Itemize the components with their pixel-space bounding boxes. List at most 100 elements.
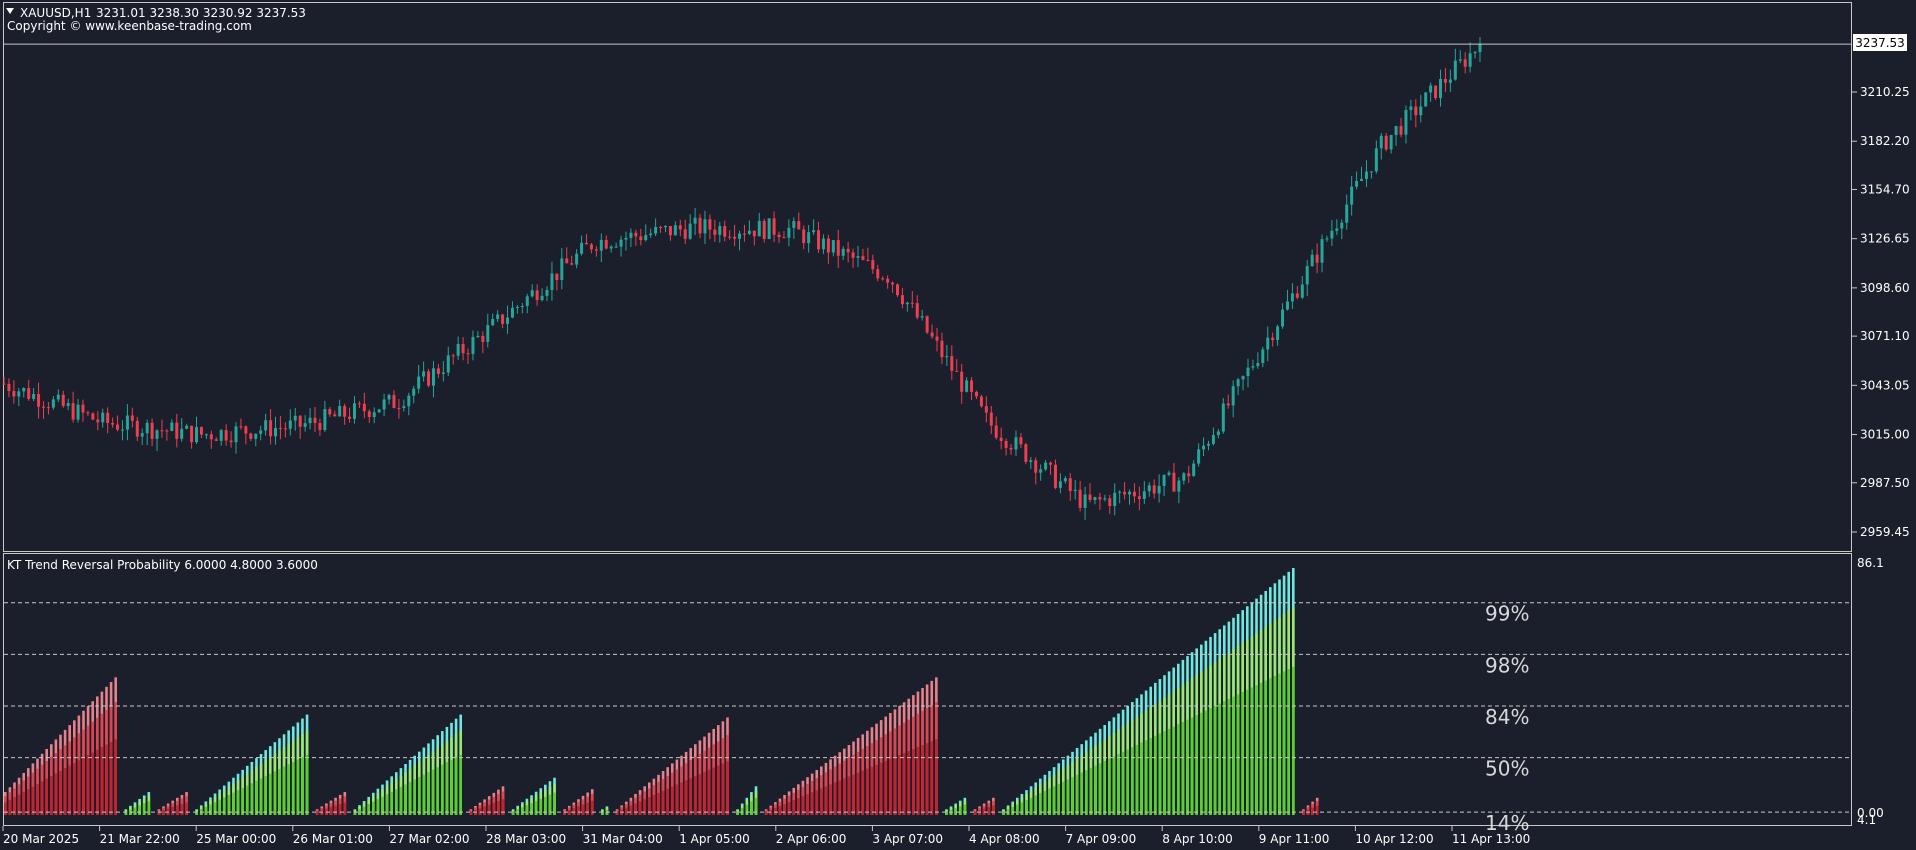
indicator-bar-base	[343, 802, 347, 815]
candle-body	[1063, 478, 1067, 482]
candle-body	[575, 253, 579, 265]
price-tick-label: 3015.00	[1860, 428, 1910, 442]
candle-body	[1295, 293, 1299, 298]
candle-body	[1310, 254, 1314, 267]
candle-body	[1439, 78, 1443, 99]
candle-body	[940, 340, 944, 358]
indicator-bar-base	[142, 803, 146, 815]
candle-body	[688, 223, 692, 239]
indicator-bar-base	[8, 799, 12, 815]
indicator-bar-base	[124, 811, 128, 815]
indicator-bar-base	[185, 802, 188, 815]
candle-body	[535, 290, 539, 301]
indicator-bar-base	[907, 751, 911, 815]
candle-body	[66, 403, 70, 406]
candle-body	[427, 371, 431, 386]
candle-body	[101, 412, 105, 423]
indicator-bar-base	[736, 811, 739, 815]
candle-body	[1206, 443, 1210, 446]
indicator-bar-base	[1052, 786, 1056, 815]
indicator-bar-base	[1255, 685, 1258, 815]
candle-body	[1251, 366, 1255, 368]
candle-body	[239, 426, 243, 428]
candle-body	[466, 353, 470, 355]
indicator-bar-base	[245, 785, 249, 815]
candle-body	[767, 218, 771, 239]
indicator-bar-base	[671, 786, 674, 815]
indicator-bar-base	[213, 802, 217, 815]
candle-body	[1098, 497, 1102, 500]
candle-body	[891, 282, 895, 285]
indicator-bar-base	[268, 773, 272, 815]
candle-body	[1049, 462, 1053, 465]
candle-body	[229, 440, 233, 443]
indicator-bar-base	[544, 796, 547, 815]
indicator-bar-base	[31, 786, 35, 815]
indicator-bar-base	[147, 801, 151, 815]
candle-body	[604, 239, 608, 249]
candle-body	[224, 430, 228, 441]
indicator-bar-base	[259, 778, 263, 815]
indicator-bar-base	[861, 770, 865, 815]
time-tick-label: 31 Mar 04:00	[583, 832, 663, 846]
indicator-bar-base	[1029, 797, 1033, 815]
candle-body	[1305, 266, 1309, 285]
indicator-bar-base	[358, 809, 361, 815]
indicator-bar-base	[1071, 777, 1074, 815]
candle-body	[960, 371, 964, 392]
indicator-bar-base	[902, 752, 906, 815]
candle-body	[195, 427, 199, 443]
indicator-bar-base	[1154, 735, 1157, 815]
indicator-bar-base	[73, 762, 76, 815]
candle-body	[639, 236, 643, 241]
candle-body	[170, 422, 174, 431]
candle-body	[41, 406, 45, 408]
indicator-bar-base	[615, 811, 619, 815]
indicator-bar-base	[441, 764, 444, 815]
indicator-bar-base	[454, 757, 458, 815]
candle-body	[264, 420, 268, 431]
indicator-bar-base	[13, 797, 16, 815]
candle-body	[530, 290, 534, 297]
candle-body	[970, 380, 974, 392]
candle-body	[871, 260, 875, 270]
candle-body	[417, 376, 421, 389]
indicator-bar-base	[436, 767, 439, 815]
indicator-bar-base	[694, 776, 697, 815]
indicator-bar-base	[399, 786, 403, 815]
indicator-bar-base	[712, 767, 715, 815]
candle-body	[303, 423, 307, 427]
candle-body	[1132, 491, 1136, 497]
candle-body	[1414, 106, 1418, 116]
indicator-bar-base	[963, 804, 967, 815]
indicator-bar-base	[353, 811, 357, 815]
indicator-bar-base	[870, 766, 874, 815]
candle-body	[160, 430, 164, 432]
candle-body	[116, 424, 120, 430]
indicator-bar-base	[525, 805, 529, 815]
time-tick-label: 8 Apr 10:00	[1162, 832, 1233, 846]
indicator-bar-base	[783, 803, 786, 815]
indicator-bar-base	[1112, 756, 1116, 815]
candle-body	[555, 273, 559, 281]
indicator-bar-base	[634, 803, 637, 815]
indicator-zero-label: 0.00	[1857, 806, 1884, 820]
symbol-dropdown-icon[interactable]	[6, 8, 14, 14]
candle-body	[683, 229, 687, 239]
candle-body	[274, 427, 278, 437]
indicator-bar-base	[1302, 811, 1305, 815]
indicator-bar-base	[1075, 774, 1079, 815]
candle-body	[2, 383, 6, 385]
candle-body	[1256, 363, 1260, 367]
indicator-bar-base	[209, 804, 212, 815]
time-tick-label: 28 Mar 03:00	[486, 832, 566, 846]
candle-body	[338, 405, 342, 417]
indicator-bar-base	[478, 808, 482, 815]
candle-body	[895, 284, 899, 296]
candle-body	[407, 395, 411, 407]
indicator-bar-base	[511, 811, 515, 815]
candle-body	[1458, 59, 1462, 61]
candle-body	[481, 335, 485, 342]
candle-body	[1443, 78, 1447, 83]
